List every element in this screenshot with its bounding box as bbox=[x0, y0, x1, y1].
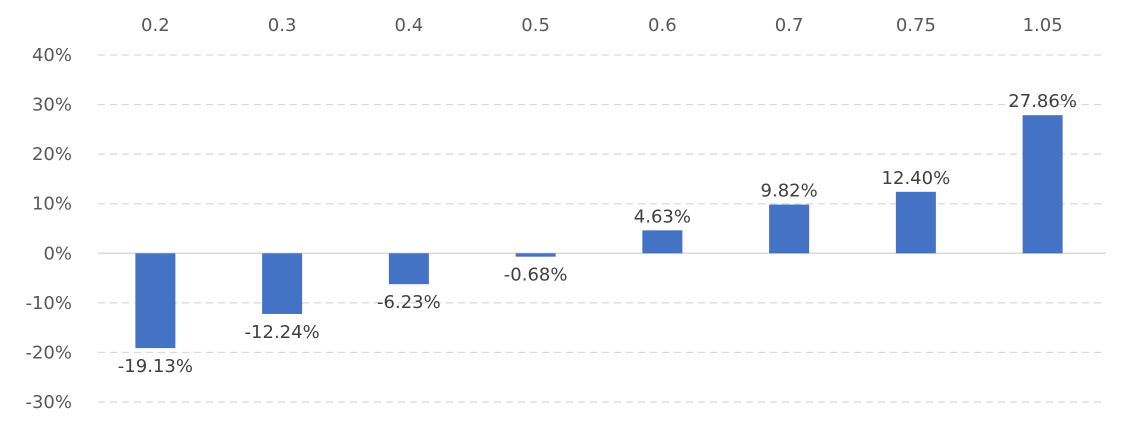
x-tick-label: 0.3 bbox=[268, 15, 297, 36]
gridlines bbox=[98, 54, 1106, 403]
x-tick-label: 0.75 bbox=[896, 15, 936, 36]
bar-1.05 bbox=[1022, 115, 1063, 254]
y-tick-label: 40% bbox=[32, 45, 72, 66]
y-axis-tick-labels: 40% 30% 20% 10% 0% -10% -20% -30% bbox=[25, 45, 72, 413]
y-tick-label: 30% bbox=[32, 95, 72, 116]
x-tick-label: 0.2 bbox=[141, 15, 170, 36]
y-tick-label: 0% bbox=[43, 243, 72, 264]
x-tick-label: 0.6 bbox=[648, 15, 677, 36]
y-tick-label: 10% bbox=[32, 194, 72, 215]
data-label-0.75: 12.40% bbox=[882, 168, 951, 189]
y-tick-label: -30% bbox=[25, 392, 72, 413]
data-label-0.2: -19.13% bbox=[118, 356, 193, 377]
y-tick-label: 20% bbox=[32, 144, 72, 165]
bar-0.75 bbox=[895, 191, 936, 254]
data-label-0.6: 4.63% bbox=[634, 206, 691, 227]
y-tick-label: -10% bbox=[25, 293, 72, 314]
data-label-0.4: -6.23% bbox=[377, 292, 441, 313]
bar-0.7 bbox=[769, 204, 810, 254]
data-labels: -19.13% -12.24% -6.23% -0.68% 4.63% 9.82% 12.4… bbox=[118, 91, 1077, 377]
bar-0.4 bbox=[388, 253, 429, 285]
data-label-0.3: -12.24% bbox=[245, 322, 320, 343]
data-label-0.5: -0.68% bbox=[504, 265, 568, 286]
y-tick-label: -20% bbox=[25, 342, 72, 363]
bar-0.3 bbox=[262, 253, 303, 314]
bar-0.5 bbox=[515, 253, 556, 257]
bars bbox=[135, 115, 1063, 349]
data-label-1.05: 27.86% bbox=[1008, 91, 1077, 112]
x-tick-label: 0.7 bbox=[775, 15, 804, 36]
data-label-0.7: 9.82% bbox=[761, 181, 818, 202]
x-tick-label: 0.5 bbox=[521, 15, 550, 36]
bar-0.2 bbox=[135, 253, 176, 349]
x-axis-tick-labels: 0.2 0.3 0.4 0.5 0.6 0.7 0.75 1.05 bbox=[141, 15, 1063, 36]
x-tick-label: 0.4 bbox=[395, 15, 424, 36]
bar-0.6 bbox=[642, 230, 683, 254]
x-tick-label: 1.05 bbox=[1023, 15, 1063, 36]
